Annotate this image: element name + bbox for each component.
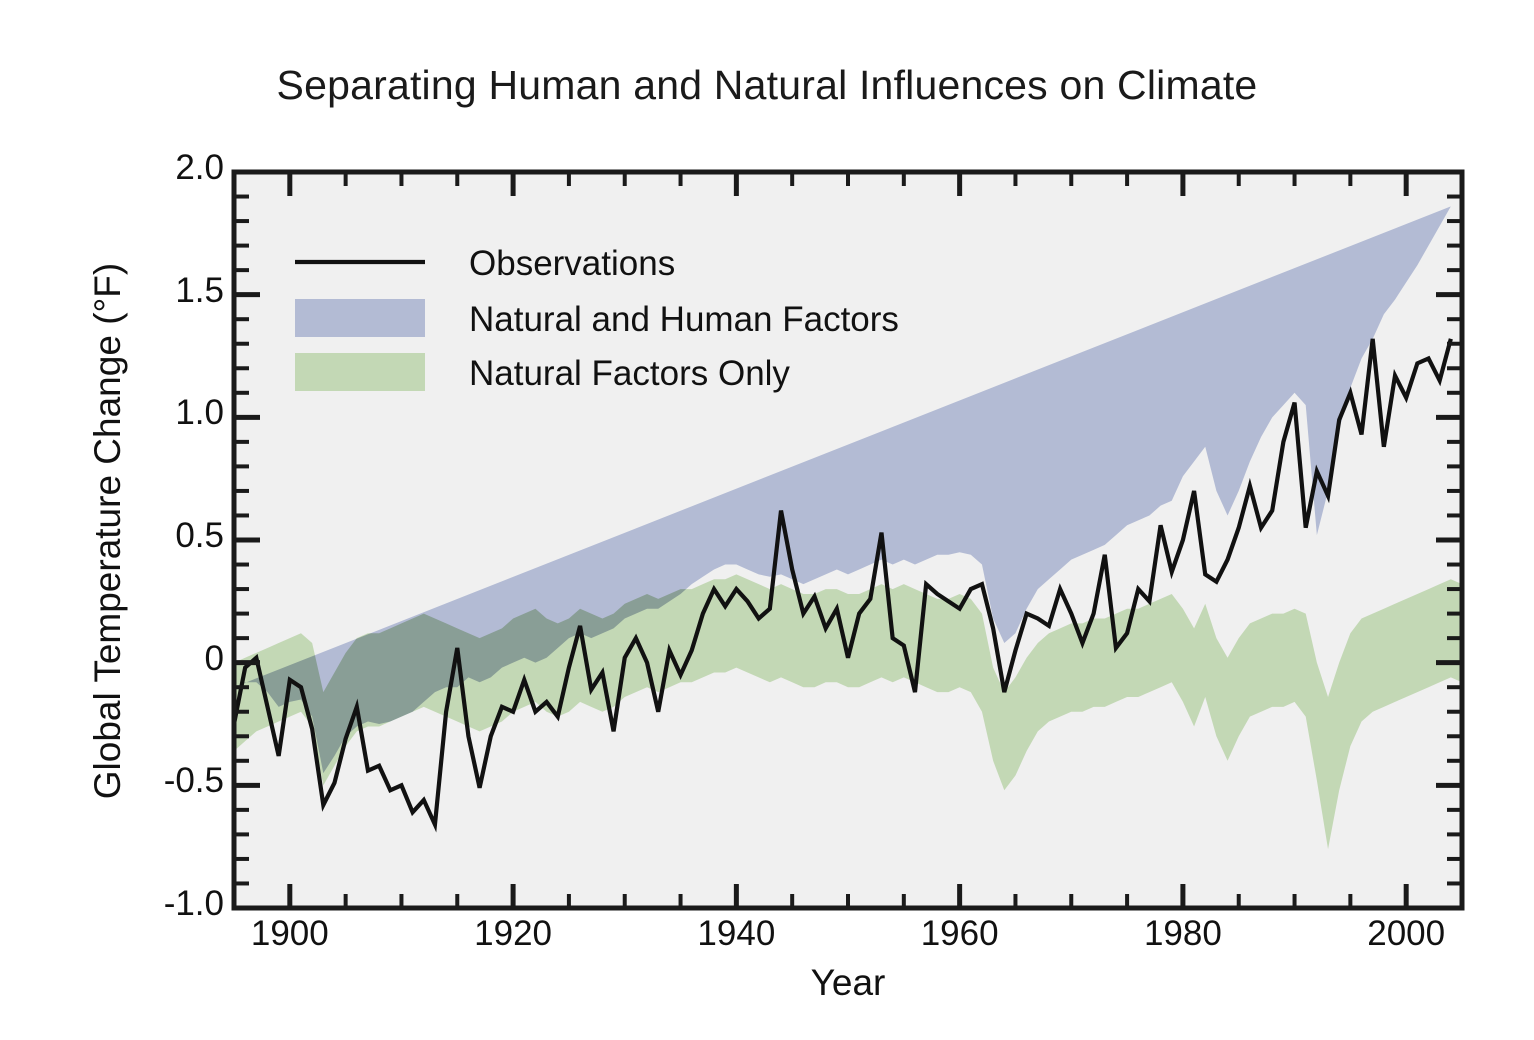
y-tick-label: -0.5 bbox=[163, 761, 224, 801]
x-axis-label: Year bbox=[810, 962, 886, 1003]
y-tick-label: 0.5 bbox=[175, 516, 224, 555]
y-tick-label: 0 bbox=[204, 638, 224, 678]
legend-item: Natural Factors Only bbox=[295, 353, 790, 393]
y-tick-label: -1.0 bbox=[163, 884, 224, 923]
y-tick-label: 1.0 bbox=[175, 393, 224, 433]
legend-item: Natural and Human Factors bbox=[295, 299, 899, 339]
legend-label: Observations bbox=[469, 244, 675, 283]
y-tick-label: 1.5 bbox=[175, 270, 224, 310]
chart-legend: Observations Natural and Human Factors Nat… bbox=[295, 244, 899, 393]
legend-label: Natural and Human Factors bbox=[469, 300, 899, 339]
legend-swatch-band bbox=[295, 299, 425, 337]
legend-item: Observations bbox=[295, 244, 675, 283]
data-bands-group bbox=[234, 206, 1462, 850]
observations-line-group bbox=[231, 338, 1453, 833]
observations-line bbox=[231, 338, 1453, 833]
legend-label: Natural Factors Only bbox=[469, 354, 790, 393]
band-natural-factors-only bbox=[234, 574, 1462, 850]
x-tick-label: 1940 bbox=[697, 914, 776, 953]
y-tick-label: 2.0 bbox=[175, 148, 224, 187]
legend-swatch-band bbox=[295, 353, 425, 391]
page-title: Separating Human and Natural Influences … bbox=[276, 62, 1258, 108]
x-tick-label: 1980 bbox=[1143, 914, 1222, 953]
x-tick-label: 1960 bbox=[920, 914, 999, 953]
x-tick-label: 1920 bbox=[474, 914, 553, 953]
axes-and-ticks bbox=[231, 169, 1465, 911]
x-tick-label: 2000 bbox=[1367, 914, 1446, 953]
x-tick-label: 1900 bbox=[250, 914, 329, 953]
